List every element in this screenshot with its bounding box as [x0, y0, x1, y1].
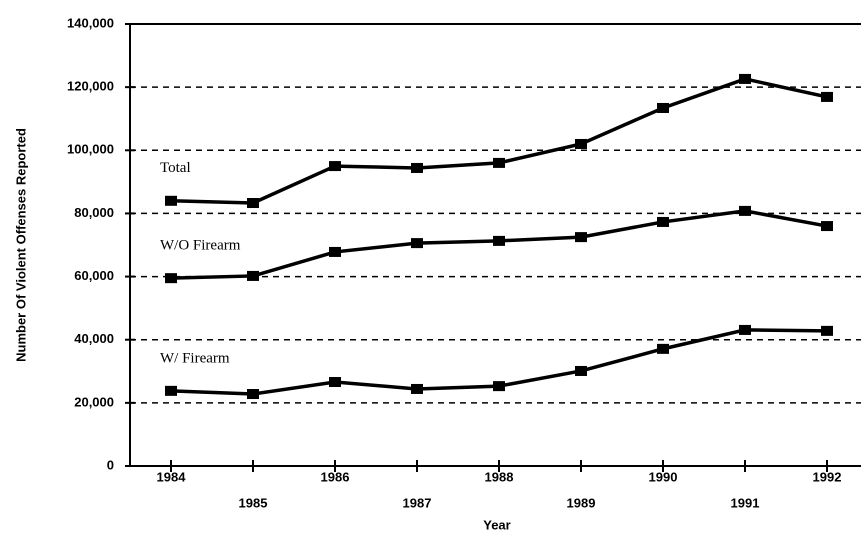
series-label: Total	[160, 160, 191, 176]
point-marker	[657, 343, 669, 354]
point-marker	[165, 195, 177, 206]
point-marker	[329, 377, 341, 388]
point-marker	[575, 365, 587, 376]
y-tick-label: 60,000	[74, 268, 114, 283]
y-tick-label: 20,000	[74, 394, 114, 409]
x-axis-title: Year	[483, 517, 510, 532]
point-marker	[493, 235, 505, 246]
point-marker	[821, 325, 833, 336]
y-tick-label: 40,000	[74, 331, 114, 346]
y-tick-label: 140,000	[67, 15, 114, 30]
point-marker	[575, 138, 587, 149]
x-tick-label: 1989	[567, 495, 596, 510]
point-marker	[657, 102, 669, 113]
point-marker	[739, 324, 751, 335]
y-axis-title: Number Of Violent Offenses Reported	[13, 128, 28, 362]
x-tick-label: 1986	[321, 469, 350, 484]
point-marker	[739, 205, 751, 216]
series-label: W/ Firearm	[160, 350, 230, 366]
point-marker	[821, 91, 833, 102]
point-marker	[411, 162, 423, 173]
point-marker	[329, 246, 341, 257]
y-tick-label: 100,000	[67, 142, 114, 157]
x-tick-label: 1991	[731, 495, 760, 510]
point-marker	[329, 161, 341, 172]
x-tick-label: 1985	[239, 495, 268, 510]
point-marker	[165, 385, 177, 396]
x-tick-label: 1988	[485, 469, 514, 484]
series-line	[170, 77, 828, 205]
point-marker	[575, 232, 587, 243]
point-marker	[411, 383, 423, 394]
x-tick-label: 1992	[813, 469, 842, 484]
point-marker	[247, 270, 259, 281]
x-tick-label: 1987	[403, 495, 432, 510]
point-marker	[739, 73, 751, 84]
point-marker	[247, 198, 259, 209]
point-marker	[247, 389, 259, 400]
y-tick-label: 0	[107, 457, 114, 472]
series-label: W/O Firearm	[160, 238, 241, 254]
y-tick-label: 80,000	[74, 205, 114, 220]
point-marker	[493, 157, 505, 168]
point-marker	[657, 216, 669, 227]
point-marker	[493, 381, 505, 392]
y-tick-label: 120,000	[67, 79, 114, 94]
x-tick-label: 1984	[157, 469, 187, 484]
x-tick-label: 1990	[649, 469, 678, 484]
point-marker	[411, 238, 423, 249]
point-marker	[165, 273, 177, 284]
point-marker	[821, 221, 833, 232]
